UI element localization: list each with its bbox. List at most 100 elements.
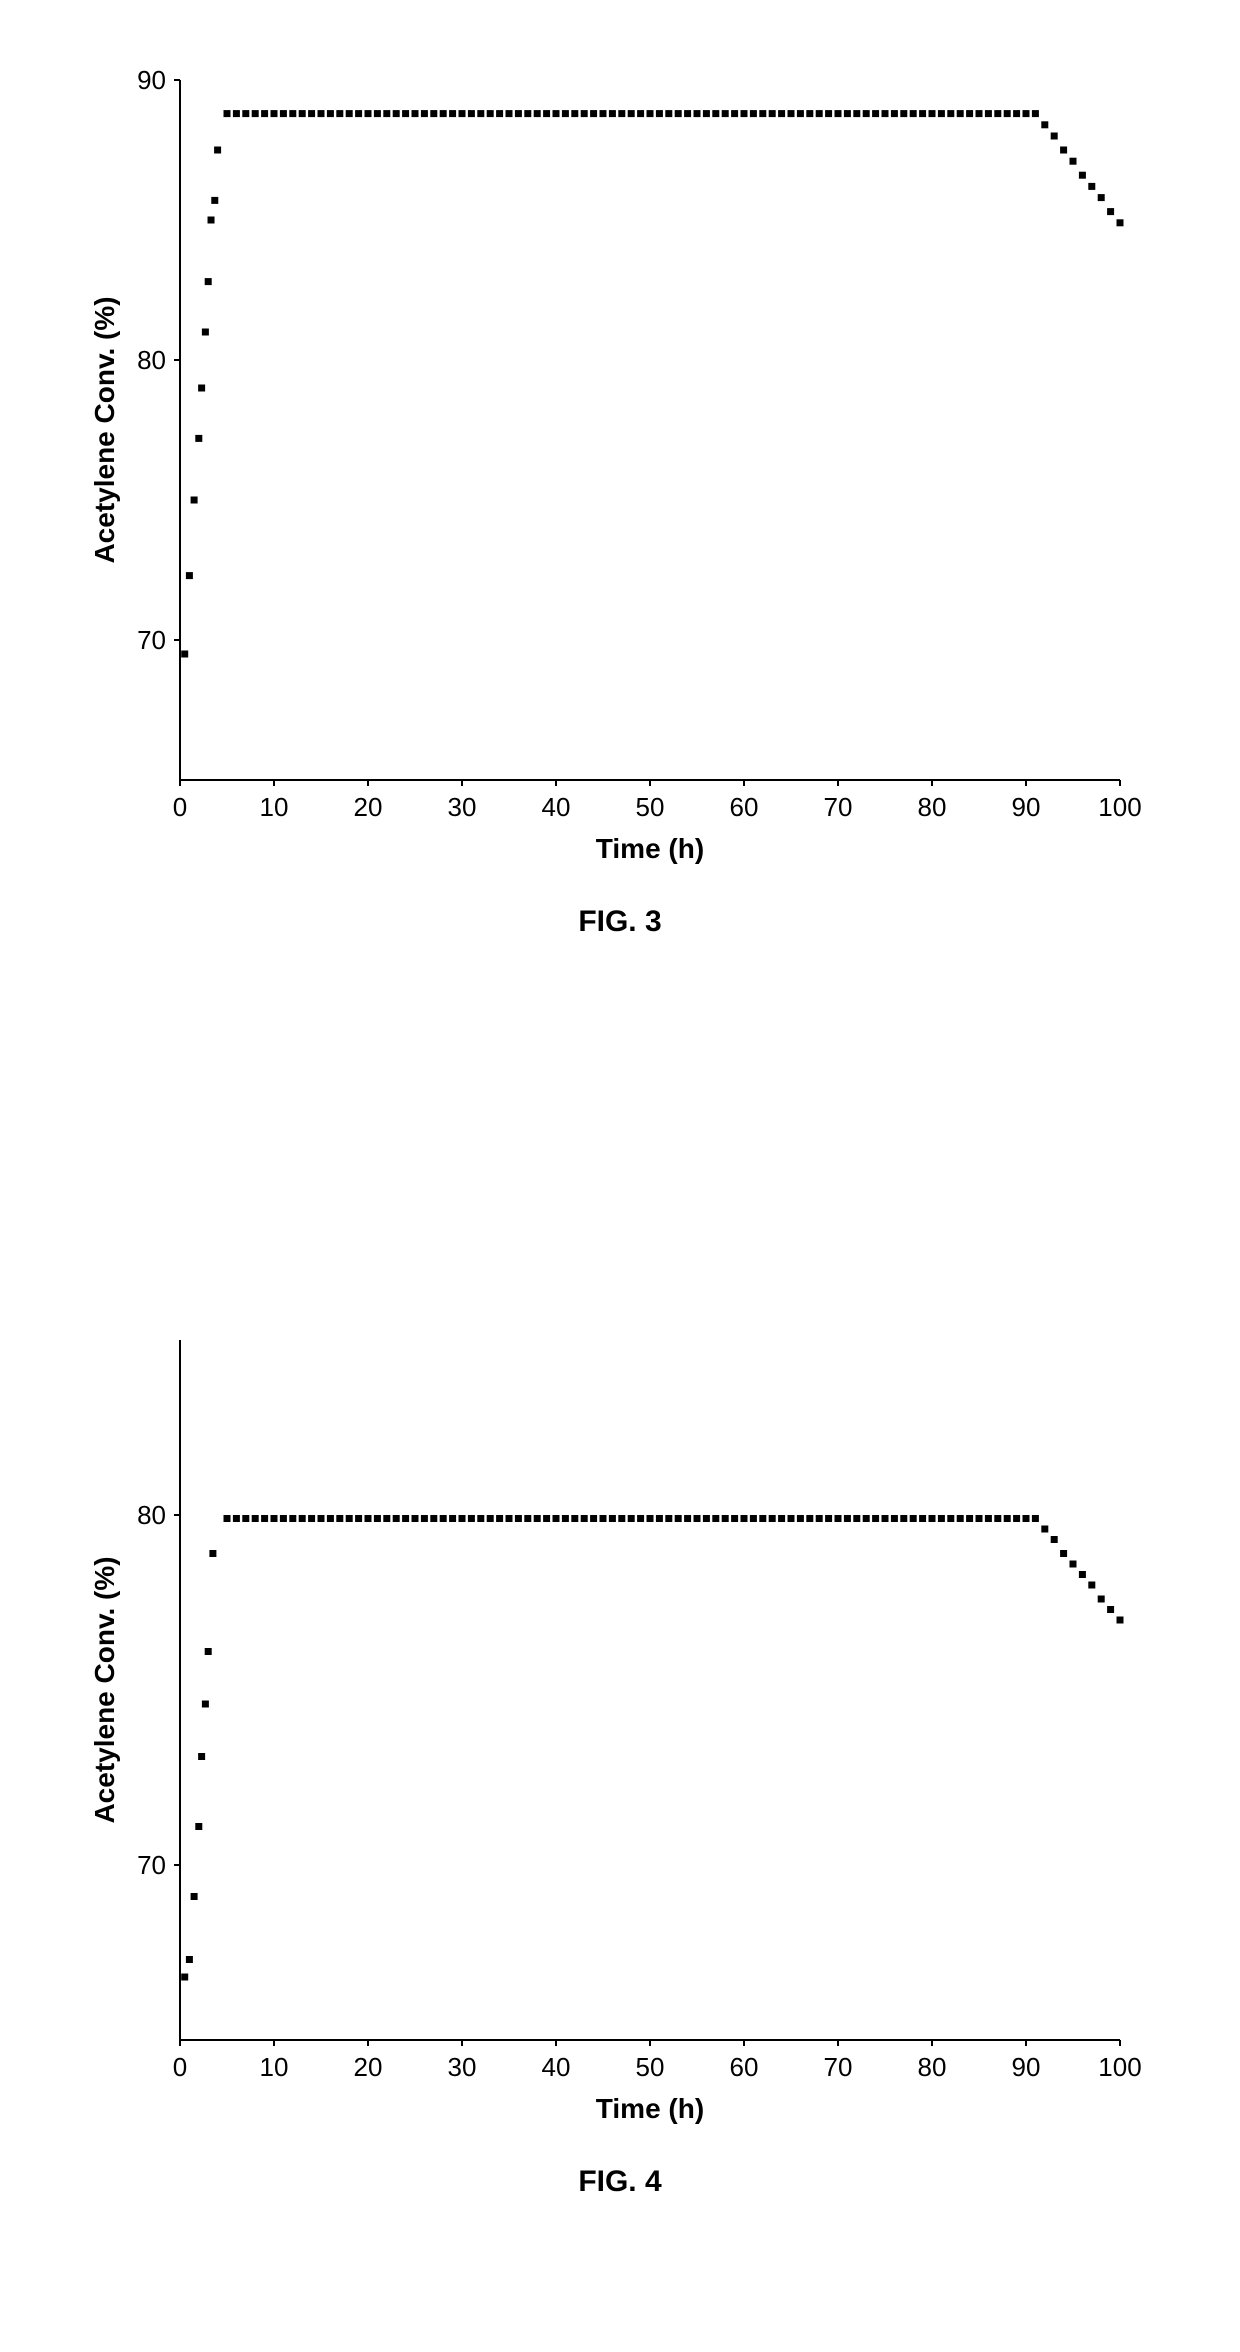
data-point bbox=[665, 110, 672, 117]
data-point bbox=[195, 1823, 202, 1830]
x-tick-label: 40 bbox=[542, 792, 571, 822]
data-point bbox=[976, 110, 983, 117]
data-point bbox=[1051, 1536, 1058, 1543]
data-point bbox=[1079, 172, 1086, 179]
data-point bbox=[929, 110, 936, 117]
data-point bbox=[1079, 1571, 1086, 1578]
data-point bbox=[1107, 1606, 1114, 1613]
data-point bbox=[581, 110, 588, 117]
data-point bbox=[788, 1515, 795, 1522]
data-point bbox=[759, 1515, 766, 1522]
data-point bbox=[722, 110, 729, 117]
data-point bbox=[656, 1515, 663, 1522]
data-point bbox=[440, 110, 447, 117]
data-point bbox=[186, 1956, 193, 1963]
data-point bbox=[181, 1974, 188, 1981]
page: 0102030405060708090100Time (h)708090Acet… bbox=[0, 0, 1240, 2352]
data-point bbox=[271, 110, 278, 117]
x-tick-label: 60 bbox=[730, 2052, 759, 2082]
data-point bbox=[374, 110, 381, 117]
fig3-caption: FIG. 3 bbox=[0, 905, 1240, 939]
data-point bbox=[1098, 194, 1105, 201]
data-point bbox=[900, 1515, 907, 1522]
data-point bbox=[947, 110, 954, 117]
data-point bbox=[853, 110, 860, 117]
data-point bbox=[374, 1515, 381, 1522]
data-point bbox=[806, 1515, 813, 1522]
data-point bbox=[271, 1515, 278, 1522]
data-point bbox=[966, 110, 973, 117]
data-point bbox=[769, 110, 776, 117]
data-point bbox=[900, 110, 907, 117]
data-point bbox=[872, 110, 879, 117]
data-point bbox=[209, 1550, 216, 1557]
data-point bbox=[224, 1515, 231, 1522]
x-tick-label: 10 bbox=[260, 792, 289, 822]
data-point bbox=[459, 110, 466, 117]
data-point bbox=[412, 1515, 419, 1522]
x-tick-label: 70 bbox=[824, 792, 853, 822]
data-point bbox=[1060, 147, 1067, 154]
x-axis-label: Time (h) bbox=[596, 2093, 704, 2124]
data-point bbox=[863, 110, 870, 117]
data-point bbox=[412, 110, 419, 117]
data-point bbox=[806, 110, 813, 117]
data-point bbox=[1051, 133, 1058, 140]
data-point bbox=[844, 110, 851, 117]
x-tick-label: 100 bbox=[1098, 792, 1141, 822]
data-point bbox=[524, 1515, 531, 1522]
data-point bbox=[402, 1515, 409, 1522]
data-point bbox=[675, 110, 682, 117]
fig4-caption: FIG. 4 bbox=[0, 2165, 1240, 2199]
data-point bbox=[1060, 1550, 1067, 1557]
data-point bbox=[571, 110, 578, 117]
data-point bbox=[825, 110, 832, 117]
data-point bbox=[731, 1515, 738, 1522]
data-point bbox=[600, 110, 607, 117]
data-point bbox=[609, 110, 616, 117]
data-point bbox=[198, 385, 205, 392]
data-point bbox=[318, 1515, 325, 1522]
data-point bbox=[383, 1515, 390, 1522]
data-point bbox=[308, 110, 315, 117]
data-point bbox=[289, 110, 296, 117]
data-point bbox=[957, 1515, 964, 1522]
data-point bbox=[1041, 121, 1048, 128]
x-axis-label: Time (h) bbox=[596, 833, 704, 864]
data-point bbox=[1023, 1515, 1030, 1522]
data-point bbox=[336, 1515, 343, 1522]
data-point bbox=[647, 110, 654, 117]
x-tick-label: 80 bbox=[918, 792, 947, 822]
data-point bbox=[280, 110, 287, 117]
data-point bbox=[703, 110, 710, 117]
data-point bbox=[365, 110, 372, 117]
data-point bbox=[581, 1515, 588, 1522]
x-tick-label: 20 bbox=[354, 2052, 383, 2082]
data-point bbox=[628, 110, 635, 117]
data-point bbox=[233, 110, 240, 117]
x-tick-label: 30 bbox=[448, 2052, 477, 2082]
data-point bbox=[208, 217, 215, 224]
data-point bbox=[402, 110, 409, 117]
y-tick-label: 70 bbox=[137, 1850, 166, 1880]
data-point bbox=[571, 1515, 578, 1522]
data-point bbox=[797, 110, 804, 117]
data-point bbox=[590, 110, 597, 117]
x-tick-label: 0 bbox=[173, 2052, 187, 2082]
data-point bbox=[1004, 110, 1011, 117]
data-point bbox=[675, 1515, 682, 1522]
x-tick-label: 40 bbox=[542, 2052, 571, 2082]
data-point bbox=[195, 435, 202, 442]
data-point bbox=[731, 110, 738, 117]
data-point bbox=[496, 110, 503, 117]
data-point bbox=[327, 110, 334, 117]
data-point bbox=[797, 1515, 804, 1522]
data-point bbox=[553, 1515, 560, 1522]
data-point bbox=[459, 1515, 466, 1522]
data-point bbox=[543, 1515, 550, 1522]
data-point bbox=[637, 1515, 644, 1522]
data-point bbox=[835, 110, 842, 117]
data-point bbox=[383, 110, 390, 117]
data-point bbox=[355, 110, 362, 117]
x-tick-label: 70 bbox=[824, 2052, 853, 2082]
